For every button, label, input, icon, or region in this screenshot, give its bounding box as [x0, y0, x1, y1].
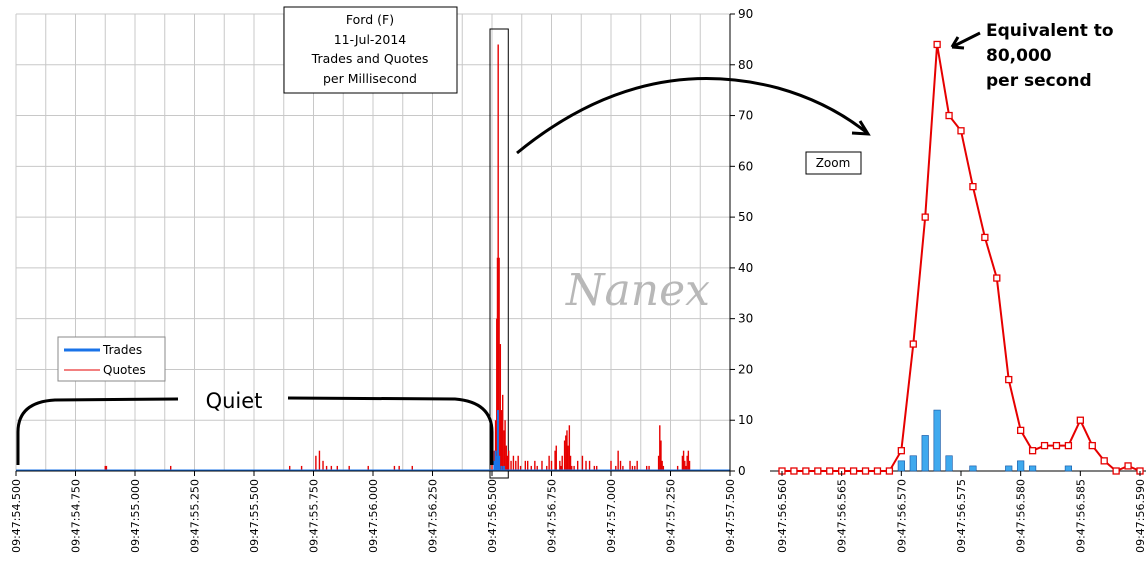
overview-y-tick-label: 50 [738, 210, 753, 224]
zoom-quote-point [861, 467, 870, 475]
overview-x-tick-label: 09:47:56.250 [427, 479, 440, 553]
overview-x-tick-label: 09:47:56.750 [546, 479, 559, 553]
overview-x-tick-label: 09:47:55.000 [129, 479, 142, 553]
zoom-highlight-box [489, 28, 509, 479]
overview-x-tick-label: 09:47:54.750 [70, 479, 83, 553]
overview-quotes-series [104, 44, 691, 471]
title-line-3: Trades and Quotes [311, 51, 429, 66]
zoom-trade-bar [1017, 460, 1025, 472]
overview-x-tick-label: 09:47:55.750 [308, 479, 321, 553]
zoom-trade-bar [969, 465, 977, 472]
zoom-x-ticks: 09:47:56.560 09:47:56.565 09:47:56.570 09:4… [776, 471, 1147, 553]
overview-y-tick-label: 40 [738, 261, 753, 275]
overview-x-ticks: 09:47:54.500 09:47:54.750 09:47:55.000 09:4… [10, 471, 737, 553]
zoom-trade-bar [1029, 465, 1037, 472]
zoom-quote-point [1005, 375, 1013, 384]
zoom-x-tick-label: 09:47:56.560 [776, 479, 789, 553]
overview-x-tick-label: 09:47:54.500 [10, 479, 23, 553]
overview-y-tick-label: 80 [738, 58, 753, 72]
zoom-x-tick-label: 09:47:56.585 [1074, 479, 1087, 553]
peak-callout-arrow [950, 31, 981, 50]
overview-x-tick-label: 09:47:55.250 [189, 479, 202, 553]
zoom-x-tick-label: 09:47:56.575 [955, 479, 968, 553]
zoom-x-tick-label: 09:47:56.580 [1015, 479, 1028, 553]
callout-line-2: 80,000 [986, 46, 1052, 66]
zoom-trades-bars [897, 409, 1072, 472]
zoom-quote-point [802, 467, 810, 475]
zoom-quote-point [969, 182, 977, 191]
zoom-trade-bar [1064, 465, 1072, 472]
quiet-label: Quiet [206, 389, 263, 413]
zoom-quote-point [849, 467, 858, 475]
zoom-trade-bar [909, 455, 917, 472]
title-line-4: per Millisecond [323, 71, 417, 86]
zoom-quote-point [1028, 447, 1037, 455]
zoom-quote-point [1076, 416, 1084, 424]
zoom-x-tick-label: 09:47:56.570 [895, 479, 908, 553]
zoom-quote-point [1124, 462, 1132, 470]
overview-x-tick-label: 09:47:57.250 [665, 479, 678, 553]
zoom-arrow [516, 77, 871, 155]
zoom-quote-point [1112, 467, 1120, 475]
zoom-quote-point [1064, 441, 1073, 450]
overview-y-tick-label: 10 [738, 413, 753, 427]
zoom-quote-point [945, 111, 953, 120]
callout-line-3: per second [986, 71, 1092, 91]
zoom-quote-point [826, 467, 834, 475]
zoom-quote-point [790, 467, 798, 475]
legend-quotes-label: Quotes [103, 363, 146, 377]
title-line-2: 11-Jul-2014 [334, 32, 407, 47]
overview-x-tick-label: 09:47:57.500 [724, 479, 737, 553]
overview-y-tick-label: 90 [738, 7, 753, 21]
zoom-x-tick-label: 09:47:56.590 [1134, 479, 1147, 553]
overview-y-tick-label: 20 [738, 362, 753, 376]
overview-x-tick-label: 09:47:55.500 [248, 479, 261, 553]
overview-y-tick-label: 30 [738, 312, 753, 326]
zoom-x-tick-label: 09:47:56.565 [836, 479, 849, 553]
zoom-quote-point [1100, 457, 1108, 465]
legend: Trades Quotes [57, 336, 166, 382]
overview-x-tick-label: 09:47:56.500 [486, 479, 499, 553]
overview-y-ticks: 0 10 20 30 40 50 60 70 80 90 [730, 7, 753, 478]
overview-y-tick-label: 70 [738, 109, 753, 123]
zoom-trade-bar [945, 455, 953, 472]
zoom-highlight-rect [489, 28, 509, 479]
zoom-label-box [805, 151, 862, 175]
zoom-trade-bar [933, 409, 941, 472]
zoom-quote-point [885, 467, 894, 475]
zoom-trade-bar [897, 460, 905, 472]
zoom-quote-point [814, 467, 822, 475]
zoom-quote-point [933, 40, 941, 49]
title-box: Ford (F) 11-Jul-2014 Trades and Quotes p… [283, 6, 458, 94]
overview-x-tick-label: 09:47:57.000 [605, 479, 618, 553]
zoom-trade-bar [921, 435, 929, 472]
overview-y-tick-label: 60 [738, 159, 753, 173]
zoom-quotes-polyline [782, 44, 1141, 473]
zoom-quote-point [897, 447, 905, 455]
zoom-quote-point [873, 467, 882, 475]
zoom-quote-point [1088, 441, 1096, 450]
zoom-quote-point [993, 274, 1001, 282]
zoom-label: Zoom [816, 156, 851, 170]
zoom-quotes-line [778, 40, 1144, 475]
callout-line-1: Equivalent to [986, 21, 1114, 41]
watermark: Nanex [565, 265, 710, 316]
legend-trades-label: Trades [102, 343, 142, 357]
zoom-quote-point [1052, 441, 1061, 450]
overview-x-tick-label: 09:47:56.000 [367, 479, 380, 553]
overview-y-tick-label: 0 [738, 464, 746, 478]
zoom-quote-point [981, 233, 989, 242]
zoom-quote-point [921, 213, 929, 221]
zoom-quote-point [957, 127, 965, 135]
title-line-1: Ford (F) [346, 12, 394, 27]
zoom-quote-point [1017, 426, 1025, 435]
zoom-quote-point [909, 340, 917, 348]
quiet-bracket [16, 396, 494, 465]
zoom-trade-bar [1005, 465, 1013, 472]
zoom-quote-point [1040, 441, 1049, 450]
